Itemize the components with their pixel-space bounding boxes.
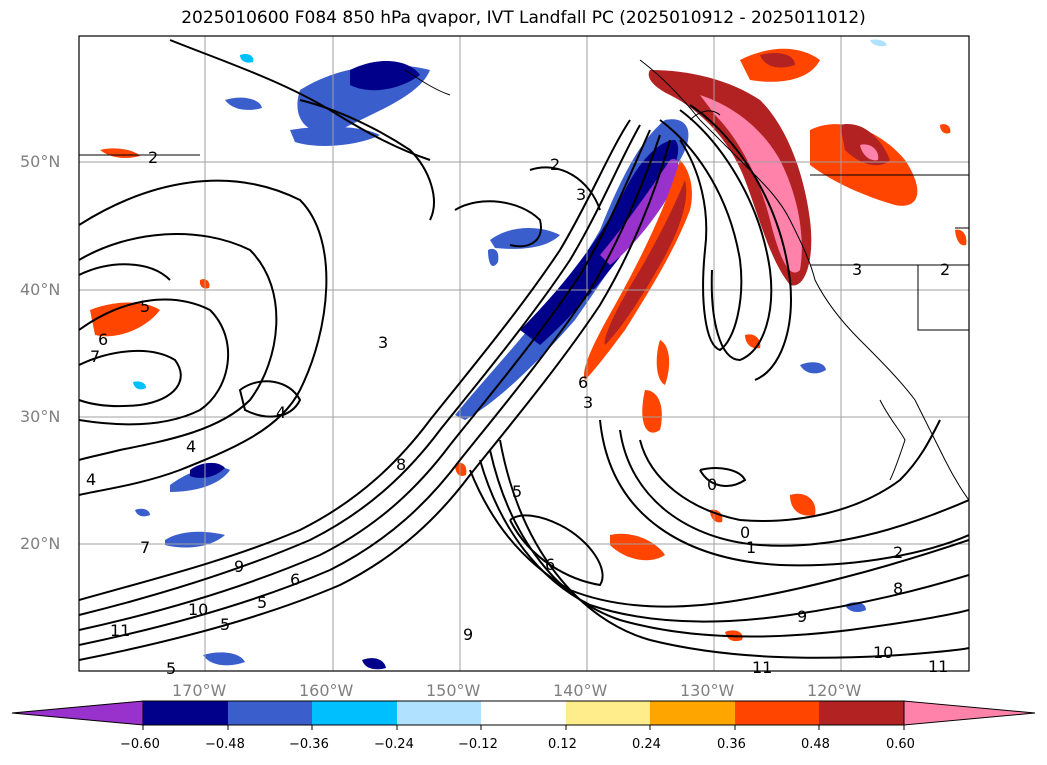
lat-label: 20°N: [20, 534, 61, 553]
contour-label: 3: [583, 393, 593, 412]
contour-label: 9: [234, 557, 244, 576]
contour-label: 9: [797, 607, 807, 626]
contour-label: 5: [257, 593, 267, 612]
colorbar-tick-label: 0.36: [717, 737, 746, 752]
contour-label: 2: [148, 148, 158, 167]
contour-label: 2: [550, 155, 560, 174]
lat-label: 30°N: [20, 407, 61, 426]
colorbar-tick-label: −0.48: [205, 737, 245, 752]
colorbar-low-extension: [11, 700, 144, 726]
contour-label: 11: [752, 658, 772, 677]
contour-label: 2: [940, 260, 950, 279]
contour-label: 5: [220, 615, 230, 634]
colorbar-tick-label: −0.36: [289, 737, 329, 752]
colorbar-tick-label: 0.24: [632, 737, 661, 752]
contour-labels: 2 2 3 3 3 4 4 4 5 5 5 6 6 6 7 7 8 8 9 9 …: [86, 148, 950, 678]
contour-label: 4: [86, 470, 96, 489]
colorbar-high-extension: [903, 700, 1036, 726]
colorbar-swatch: [312, 701, 397, 725]
contour-label: 8: [396, 455, 406, 474]
colorbar-swatch: [228, 701, 312, 725]
lon-label: 140°W: [553, 681, 608, 700]
contour-label: 7: [140, 538, 150, 557]
colorbar-tick-label: 0.60: [886, 737, 915, 752]
contour-label: 10: [873, 643, 893, 662]
map-title: 2025010600 F084 850 hPa qvapor, IVT Land…: [181, 8, 866, 28]
contour-label: 11: [928, 657, 948, 676]
colorbar-tick-label: 0.48: [801, 737, 830, 752]
contour-label: 3: [576, 185, 586, 204]
contour-label: 6: [290, 570, 300, 589]
map-plot-area: [79, 36, 969, 671]
contour-label: 0: [707, 475, 717, 494]
colorbar-swatch: [397, 701, 481, 725]
contour-label: 4: [186, 437, 196, 456]
colorbar-tick-label: 0.12: [548, 737, 577, 752]
colorbar-swatch: [566, 701, 650, 725]
colorbar-swatch: [735, 701, 819, 725]
colorbar-tick-label: −0.60: [120, 737, 160, 752]
colorbar-tick-label: −0.12: [458, 737, 498, 752]
contour-label: 5: [512, 482, 522, 501]
contour-label: 1: [746, 538, 756, 557]
lon-label: 130°W: [680, 681, 735, 700]
contour-label: 6: [545, 555, 555, 574]
contour-label: 4: [276, 403, 286, 422]
colorbar: [11, 700, 1036, 730]
lon-label: 160°W: [299, 681, 354, 700]
colorbar-swatch: [143, 701, 228, 725]
contour-label: 5: [140, 297, 150, 316]
lon-label: 150°W: [426, 681, 481, 700]
lat-label: 40°N: [20, 280, 61, 299]
contour-label: 7: [90, 347, 100, 366]
contour-label: 3: [852, 260, 862, 279]
lon-label: 170°W: [172, 681, 227, 700]
lat-label: 50°N: [20, 152, 61, 171]
contour-label: 11: [110, 621, 130, 640]
contour-label: 2: [893, 543, 903, 562]
colorbar-swatch: [819, 701, 904, 725]
lon-label: 120°W: [807, 681, 862, 700]
contour-label: 3: [378, 333, 388, 352]
contour-label: 10: [188, 600, 208, 619]
plot-frame: [78, 35, 970, 672]
contour-label: 6: [578, 373, 588, 392]
contour-label: 6: [98, 330, 108, 349]
contour-label: 0: [740, 523, 750, 542]
colorbar-swatch: [481, 701, 566, 725]
contour-label: 9: [463, 625, 473, 644]
positive-anomaly-fill: [90, 48, 967, 642]
contours: [79, 39, 969, 661]
colorbar-swatch: [650, 701, 735, 725]
contour-label: 8: [893, 579, 903, 598]
colorbar-tick-label: −0.24: [374, 737, 414, 752]
contour-label: 5: [166, 659, 176, 678]
